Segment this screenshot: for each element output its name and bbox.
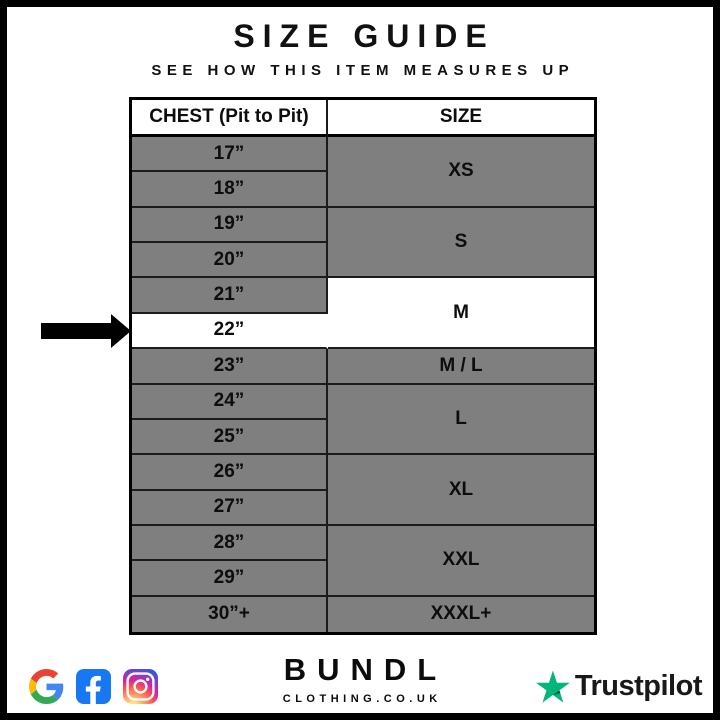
google-icon (29, 669, 64, 704)
chest-cell-21: 21” (132, 278, 328, 314)
chest-cell-30plus: 30”+ (132, 596, 328, 633)
instagram-icon (123, 669, 158, 704)
trustpilot-star-icon (535, 670, 570, 703)
size-cell-xl: XL (328, 455, 594, 526)
column-header-chest: CHEST (Pit to Pit) (132, 100, 328, 137)
chest-cell-17: 17” (132, 137, 328, 173)
size-cell-m-l: M / L (328, 349, 594, 385)
social-icons (29, 669, 158, 704)
row-indicator-arrow-icon (41, 314, 131, 348)
chest-cell-27: 27” (132, 490, 328, 526)
chest-cell-24: 24” (132, 384, 328, 420)
chest-cell-26: 26” (132, 455, 328, 491)
trustpilot-logo: Trustpilot (535, 670, 703, 703)
page-subtitle: SEE HOW THIS ITEM MEASURES UP (151, 62, 575, 79)
brand-name: BUNDL (283, 652, 448, 687)
chest-cell-22-highlighted: 22” (132, 313, 328, 350)
size-cell-xxl: XXL (328, 525, 594, 597)
size-table: CHEST (Pit to Pit) SIZE 17” 18” 19” 20” … (129, 97, 597, 636)
size-cell-xs: XS (328, 137, 594, 208)
size-cell-xxxl: XXXL+ (328, 596, 594, 633)
chest-cell-20: 20” (132, 243, 328, 279)
page-title: SIZE GUIDE (233, 18, 495, 54)
chest-cell-18: 18” (132, 172, 328, 208)
column-header-size: SIZE (328, 100, 594, 137)
arrow-head (111, 314, 131, 348)
brand-logo: BUNDL CLOTHING.CO.UK (7, 654, 713, 707)
chest-cell-28: 28” (132, 525, 328, 562)
size-cell-l: L (328, 384, 594, 456)
size-cell-m-highlighted: M (328, 278, 594, 350)
chest-cell-23: 23” (132, 349, 328, 385)
facebook-icon (76, 669, 111, 704)
chest-cell-29: 29” (132, 561, 328, 597)
chest-cell-19: 19” (132, 207, 328, 244)
chest-cell-25: 25” (132, 419, 328, 456)
brand-domain: CLOTHING.CO.UK (282, 693, 442, 705)
arrow-shaft (41, 323, 113, 339)
trustpilot-label: Trustpilot (574, 670, 703, 702)
size-cell-s: S (328, 207, 594, 279)
